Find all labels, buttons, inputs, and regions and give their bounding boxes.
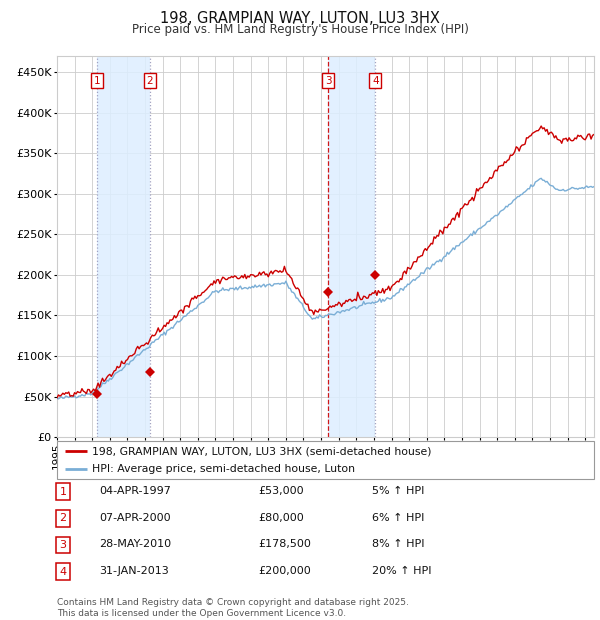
Text: 8% ↑ HPI: 8% ↑ HPI xyxy=(372,539,425,549)
Text: 1: 1 xyxy=(94,76,100,86)
Text: 07-APR-2000: 07-APR-2000 xyxy=(99,513,170,523)
Text: Price paid vs. HM Land Registry's House Price Index (HPI): Price paid vs. HM Land Registry's House … xyxy=(131,23,469,36)
Text: 1: 1 xyxy=(59,487,67,497)
Text: 28-MAY-2010: 28-MAY-2010 xyxy=(99,539,171,549)
Text: £53,000: £53,000 xyxy=(258,486,304,496)
Text: £200,000: £200,000 xyxy=(258,566,311,576)
Bar xyxy=(97,56,150,437)
Bar xyxy=(328,56,376,437)
Text: 4: 4 xyxy=(372,76,379,86)
Text: £80,000: £80,000 xyxy=(258,513,304,523)
Text: 198, GRAMPIAN WAY, LUTON, LU3 3HX (semi-detached house): 198, GRAMPIAN WAY, LUTON, LU3 3HX (semi-… xyxy=(92,446,431,456)
Text: 6% ↑ HPI: 6% ↑ HPI xyxy=(372,513,424,523)
Text: Contains HM Land Registry data © Crown copyright and database right 2025.
This d: Contains HM Land Registry data © Crown c… xyxy=(57,598,409,618)
Text: HPI: Average price, semi-detached house, Luton: HPI: Average price, semi-detached house,… xyxy=(92,464,355,474)
Text: 2: 2 xyxy=(59,513,67,523)
Text: 4: 4 xyxy=(59,567,67,577)
Text: 5% ↑ HPI: 5% ↑ HPI xyxy=(372,486,424,496)
Text: 20% ↑ HPI: 20% ↑ HPI xyxy=(372,566,431,576)
Text: 04-APR-1997: 04-APR-1997 xyxy=(99,486,171,496)
Text: 2: 2 xyxy=(146,76,153,86)
Text: 198, GRAMPIAN WAY, LUTON, LU3 3HX: 198, GRAMPIAN WAY, LUTON, LU3 3HX xyxy=(160,11,440,26)
Text: 3: 3 xyxy=(59,540,67,550)
Text: 31-JAN-2013: 31-JAN-2013 xyxy=(99,566,169,576)
Text: 3: 3 xyxy=(325,76,332,86)
Text: £178,500: £178,500 xyxy=(258,539,311,549)
